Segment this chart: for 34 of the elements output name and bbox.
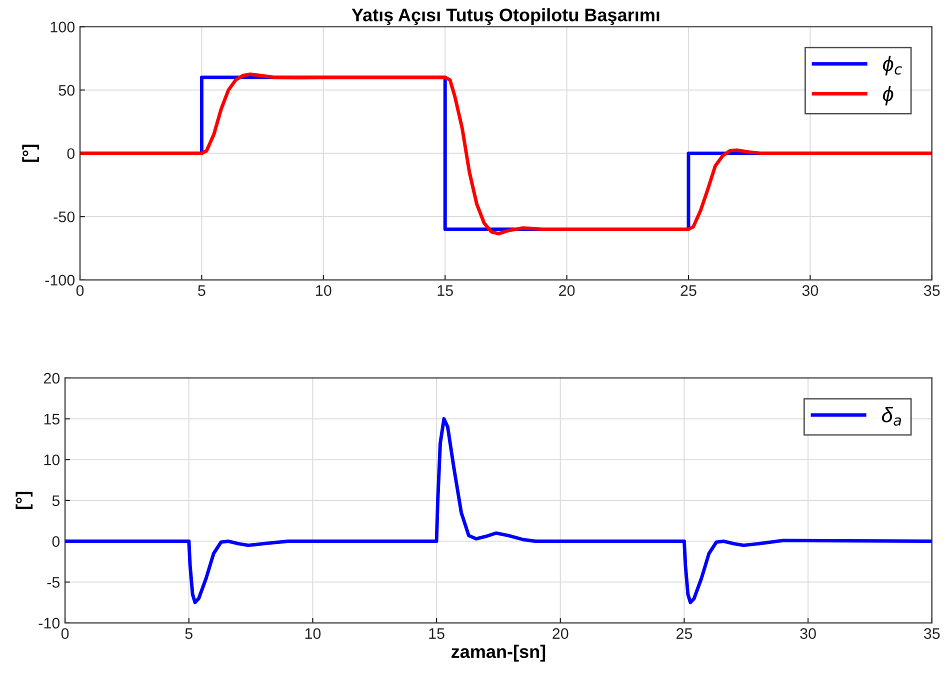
x-tick-label: 5 [198, 285, 206, 296]
y-tick-label: 5 [52, 495, 60, 506]
y-tick-label: 15 [44, 414, 60, 424]
legend-label: ϕ$_{c}$ [882, 56, 902, 76]
x-tick-label: 25 [680, 285, 696, 296]
y-tick-label: -100 [45, 274, 75, 286]
y-axis-title: [°] [16, 492, 33, 510]
x-tick-label: 30 [802, 285, 818, 296]
legend-label: δ$_{a}$ [882, 407, 902, 426]
y-tick-label: -5 [47, 577, 60, 588]
x-tick-label: 30 [800, 628, 816, 639]
x-tick-label: 20 [559, 285, 575, 296]
y-tick-label: -10 [38, 618, 60, 629]
x-tick-label: 20 [552, 628, 568, 639]
x-tick-label: 15 [429, 628, 444, 639]
y-tick-label: -50 [54, 211, 75, 222]
x-tick-label: 35 [924, 628, 940, 639]
x-tick-label: 10 [316, 285, 332, 296]
y-tick-label: 0 [52, 536, 60, 547]
y-tick-label: 100 [50, 22, 75, 32]
chart-title: Yatış Açısı Tutuş Otopilotu Başarımı [352, 8, 660, 25]
x-tick-label: 35 [924, 285, 940, 296]
legend-label: ϕ [882, 86, 894, 106]
x-tick-label: 25 [676, 628, 692, 639]
x-tick-label: 0 [76, 285, 84, 296]
y-tick-label: 0 [67, 148, 75, 160]
y-axis-title: [°] [22, 144, 40, 162]
y-tick-label: 20 [44, 372, 60, 384]
x-axis-title: zaman-[sn] [452, 644, 546, 662]
y-tick-label: 10 [44, 454, 60, 466]
x-tick-label: 5 [185, 628, 192, 639]
x-tick-label: 15 [438, 285, 453, 296]
y-tick-label: 50 [58, 84, 75, 96]
x-tick-label: 10 [305, 628, 321, 639]
